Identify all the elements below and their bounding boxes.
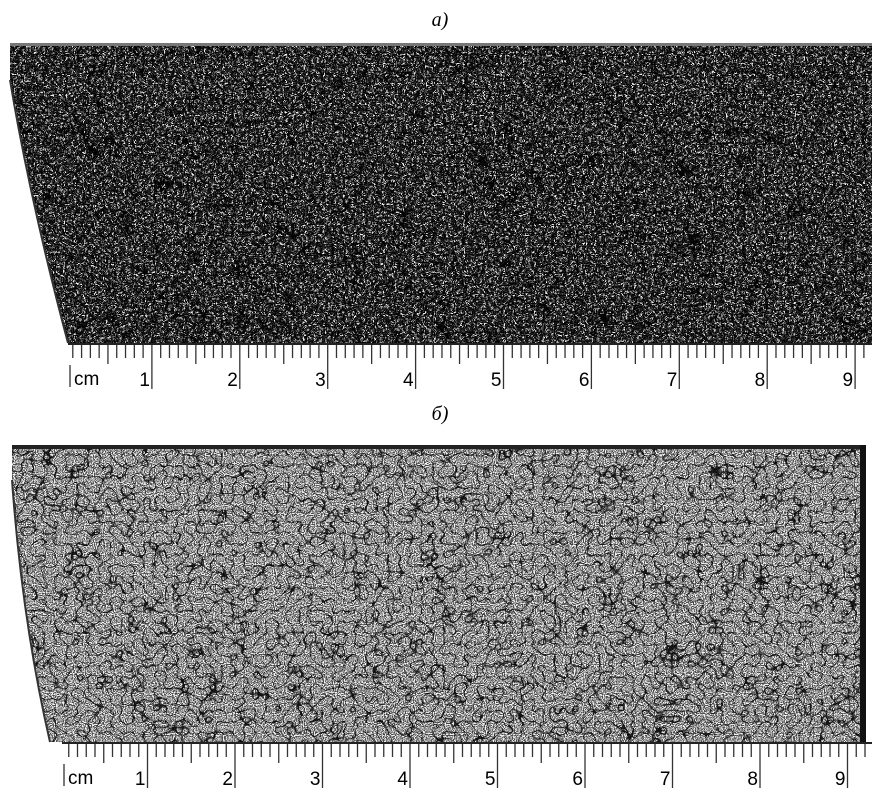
panel-label: a)	[432, 9, 449, 31]
ruler-number: 4	[403, 370, 414, 391]
panel-label: б)	[432, 403, 449, 425]
ruler-number: 2	[222, 769, 233, 789]
ruler-number: 7	[667, 370, 678, 391]
ruler-number: 6	[579, 370, 590, 391]
ruler-number: 9	[835, 769, 846, 789]
ruler-number: 5	[491, 370, 502, 391]
ruler-number: 5	[485, 769, 496, 789]
ruler-number: 4	[397, 769, 408, 789]
ruler-number: 1	[135, 769, 146, 789]
ruler-unit: cm	[74, 369, 99, 390]
sample-b	[0, 445, 872, 742]
ruler-number: 8	[747, 769, 758, 789]
ruler-number: 3	[315, 370, 326, 391]
sample-a	[0, 43, 872, 343]
figure: a) б) cm 1 2 3 4 5 6 7 8 9 cm 1 2 3 4 5 6 7 8 9	[0, 0, 872, 789]
ruler-unit: cm	[68, 768, 93, 789]
ruler-number: 8	[755, 370, 766, 391]
ruler-number: 3	[310, 769, 321, 789]
ruler-number: 6	[572, 769, 583, 789]
ruler-number: 2	[227, 370, 238, 391]
ruler-number: 7	[660, 769, 671, 789]
ruler-number: 1	[139, 370, 150, 391]
ruler-number: 9	[843, 370, 854, 391]
